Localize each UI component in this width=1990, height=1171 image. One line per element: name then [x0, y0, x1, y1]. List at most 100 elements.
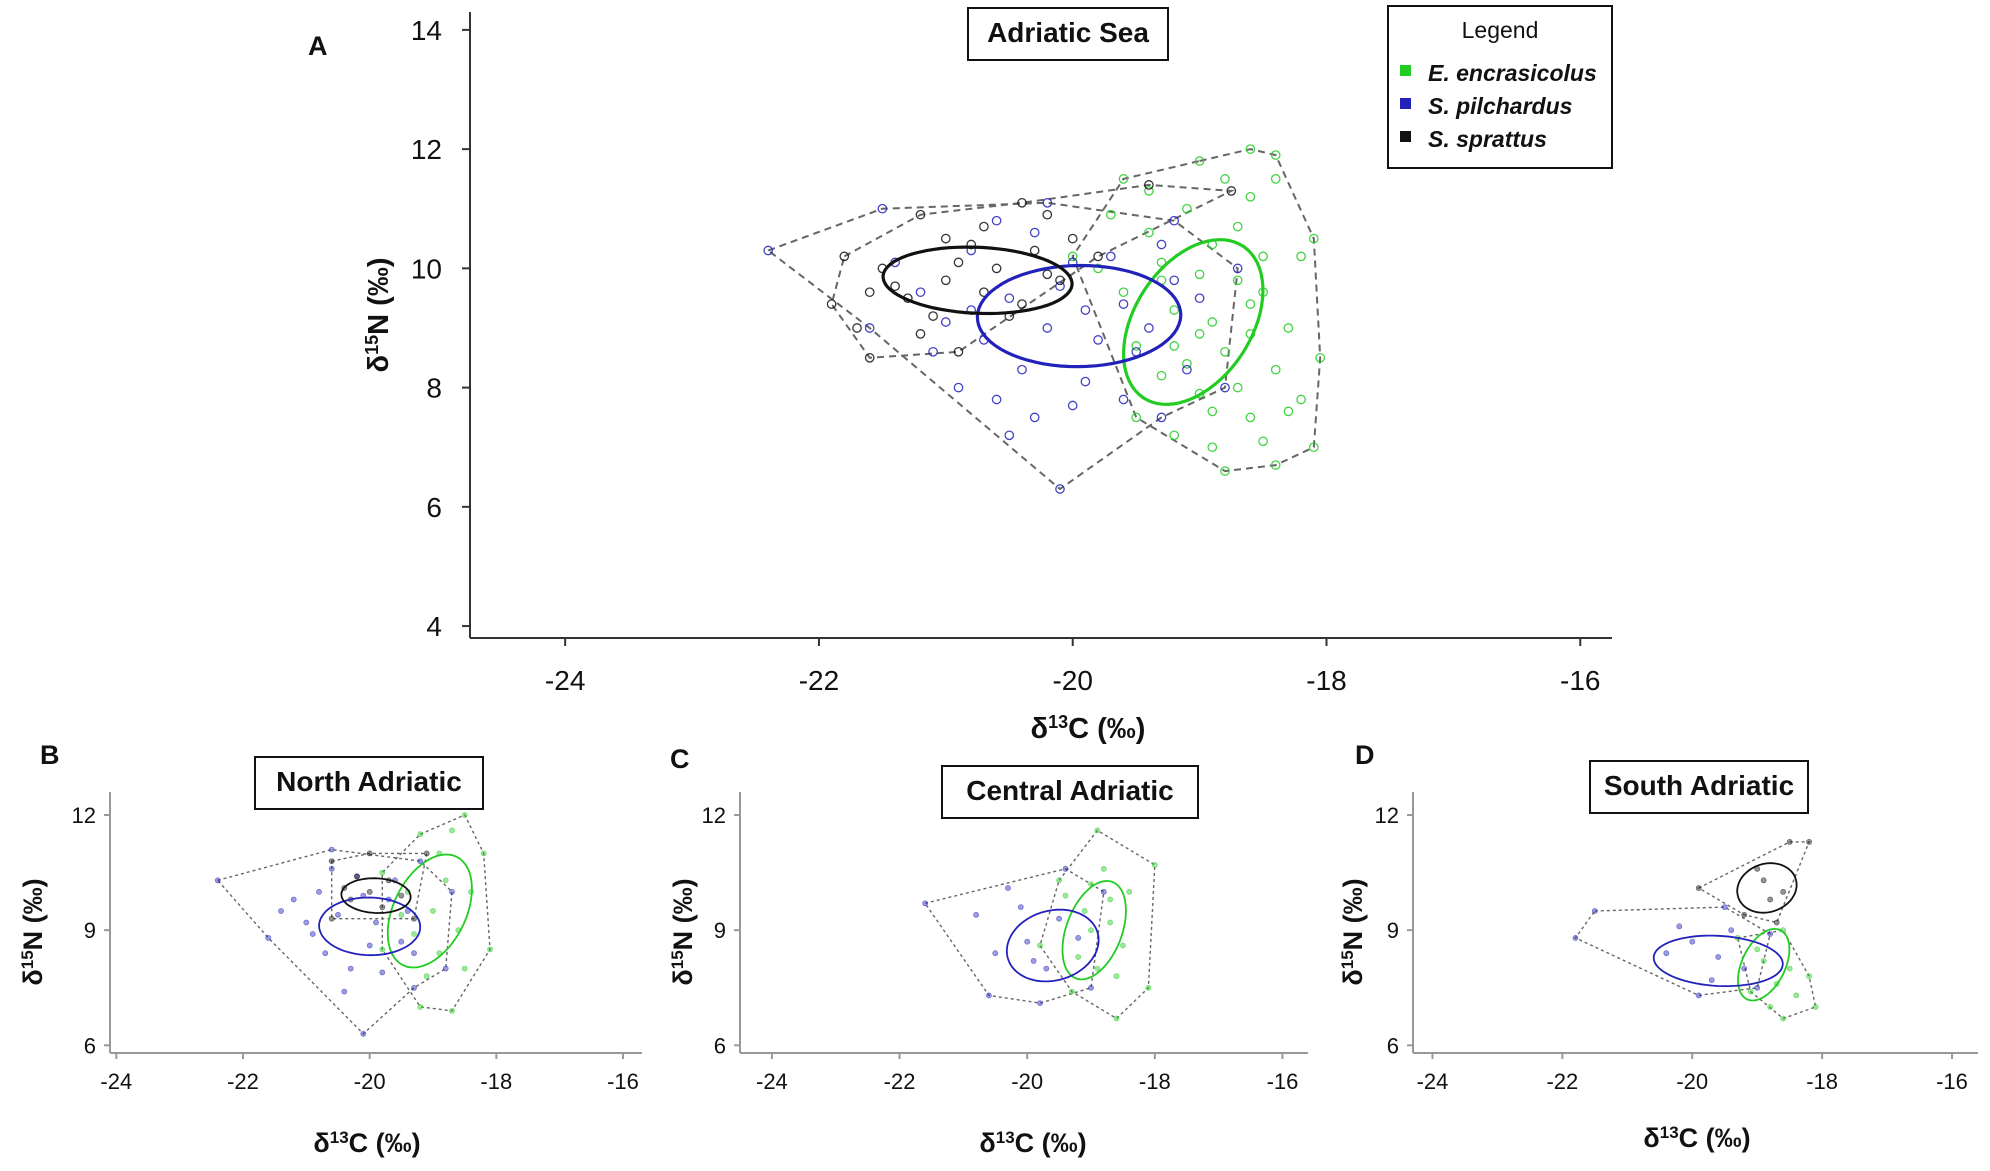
legend-item-s-sprattus: S. sprattus	[1428, 126, 1547, 152]
data-point-s-pilchardus	[290, 896, 297, 903]
ellipse-e-encrasicolus	[1737, 927, 1791, 1002]
data-point-e-encrasicolus	[1207, 442, 1218, 453]
convex-hull-s-sprattus	[1697, 841, 1811, 924]
data-point-e-encrasicolus	[398, 911, 405, 918]
data-point-e-encrasicolus	[1144, 227, 1154, 238]
data-point-s-sprattus	[991, 263, 1002, 274]
data-point-s-pilchardus	[278, 908, 284, 914]
ellipse-s-pilchardus	[1652, 934, 1784, 987]
data-point-s-pilchardus	[1075, 935, 1082, 941]
data-point-e-encrasicolus	[1156, 257, 1167, 268]
data-point-e-encrasicolus	[1182, 203, 1192, 214]
data-point-e-encrasicolus	[1270, 460, 1281, 470]
data-point-s-pilchardus	[1105, 251, 1116, 262]
data-point-e-encrasicolus	[461, 965, 468, 972]
data-point-e-encrasicolus	[1258, 436, 1268, 447]
data-point-s-sprattus	[1017, 299, 1027, 309]
x-tick-label: -18	[1139, 1069, 1171, 1094]
data-point-s-pilchardus	[398, 938, 405, 945]
panel-title-box	[1589, 760, 1809, 814]
data-point-e-encrasicolus	[411, 931, 417, 937]
data-point-s-pilchardus	[411, 984, 417, 991]
data-point-s-pilchardus	[1004, 293, 1015, 304]
data-point-e-encrasicolus	[1118, 174, 1129, 184]
data-point-s-pilchardus	[915, 287, 926, 298]
x-tick-label: -22	[884, 1069, 916, 1094]
data-point-s-pilchardus	[1017, 364, 1027, 375]
data-point-e-encrasicolus	[449, 827, 455, 834]
data-point-s-pilchardus	[864, 323, 875, 333]
data-point-s-pilchardus	[1169, 275, 1180, 286]
y-tick-label: 12	[1375, 803, 1399, 828]
data-point-s-pilchardus	[214, 877, 221, 884]
data-point-s-sprattus	[1055, 275, 1065, 286]
x-tick-label: -22	[799, 665, 839, 696]
data-point-e-encrasicolus	[1037, 942, 1043, 949]
data-point-e-encrasicolus	[379, 946, 386, 953]
x-axis-title: δ13C (‰)	[1643, 1123, 1750, 1154]
data-point-e-encrasicolus	[1144, 186, 1154, 196]
x-tick-label: -16	[1936, 1069, 1968, 1094]
data-point-e-encrasicolus	[1296, 394, 1306, 405]
data-point-s-pilchardus	[309, 931, 316, 937]
data-point-s-sprattus	[890, 281, 900, 292]
data-point-s-pilchardus	[1118, 394, 1129, 405]
data-point-s-pilchardus	[991, 394, 1002, 405]
ellipse-e-encrasicolus	[1121, 238, 1265, 407]
data-point-e-encrasicolus	[1107, 919, 1114, 926]
data-point-s-pilchardus	[1715, 954, 1722, 960]
data-point-e-encrasicolus	[1245, 144, 1256, 154]
data-point-e-encrasicolus	[430, 908, 436, 914]
x-tick-label: -20	[1052, 665, 1092, 696]
data-point-s-pilchardus	[1088, 984, 1094, 991]
data-point-e-encrasicolus	[1093, 263, 1103, 274]
data-point-s-pilchardus	[986, 992, 992, 999]
data-point-s-sprattus	[1093, 251, 1103, 262]
data-point-s-pilchardus	[1062, 865, 1069, 872]
panel-title-box	[967, 7, 1169, 61]
data-point-s-pilchardus	[1042, 323, 1053, 333]
data-point-s-pilchardus	[417, 858, 424, 864]
data-point-e-encrasicolus	[1120, 942, 1126, 949]
data-point-s-pilchardus	[922, 900, 928, 907]
data-point-s-sprattus	[953, 257, 964, 268]
panel-d-south-adriatic: D South Adriatic -24 -22 -20 -18 -16 6 9 12 δ13…	[1338, 740, 1978, 1154]
data-point-e-encrasicolus	[1245, 191, 1256, 202]
data-point-s-pilchardus	[1754, 984, 1761, 991]
panel-title: Adriatic Sea	[987, 17, 1149, 48]
data-point-s-pilchardus	[1728, 927, 1735, 934]
y-tick-label: 12	[72, 803, 96, 828]
data-point-s-pilchardus	[1055, 484, 1065, 494]
convex-hull-s-pilchardus	[1574, 906, 1772, 997]
data-point-s-pilchardus	[1067, 400, 1078, 411]
y-tick-label: 9	[1387, 918, 1399, 943]
data-point-s-sprattus	[915, 329, 926, 339]
panel-title-box	[254, 756, 484, 810]
data-point-s-pilchardus	[1182, 364, 1192, 375]
x-axis-title: δ13C (‰)	[979, 1128, 1086, 1159]
data-point-s-sprattus	[928, 311, 938, 321]
data-point-s-sprattus	[1042, 209, 1053, 220]
data-point-e-encrasicolus	[1258, 251, 1268, 262]
data-point-s-pilchardus	[1721, 904, 1728, 910]
x-tick-label: -20	[1011, 1069, 1043, 1094]
data-point-e-encrasicolus	[1270, 174, 1281, 184]
data-point-e-encrasicolus	[1113, 1015, 1120, 1022]
data-point-e-encrasicolus	[1169, 430, 1180, 441]
x-tick-label: -22	[227, 1069, 259, 1094]
data-point-e-encrasicolus	[1100, 865, 1107, 872]
data-point-e-encrasicolus	[1245, 299, 1256, 309]
data-point-e-encrasicolus	[1245, 412, 1256, 423]
y-tick-label: 6	[1387, 1033, 1399, 1058]
y-tick-label: 9	[714, 918, 726, 943]
data-point-s-pilchardus	[1055, 281, 1065, 292]
x-tick-label: -20	[354, 1069, 386, 1094]
data-point-s-sprattus	[864, 287, 875, 298]
x-tick-label: -20	[1676, 1069, 1708, 1094]
data-point-e-encrasicolus	[461, 812, 468, 818]
data-point-s-pilchardus	[1156, 412, 1167, 423]
data-point-s-pilchardus	[1080, 376, 1091, 387]
legend-box	[1387, 5, 1613, 169]
data-point-s-pilchardus	[1708, 977, 1715, 983]
